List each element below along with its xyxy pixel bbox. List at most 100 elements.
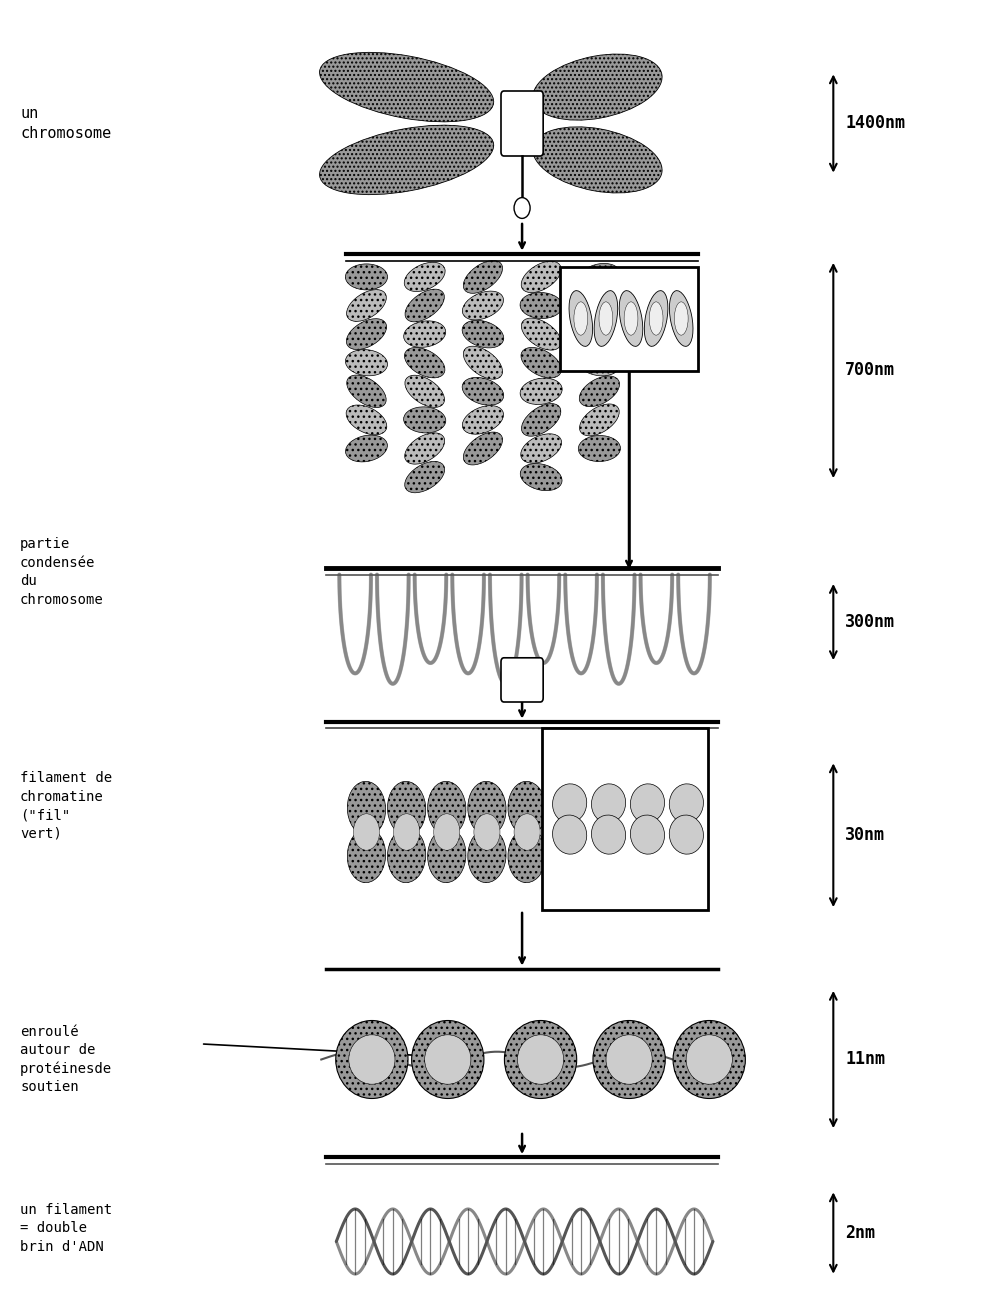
Ellipse shape (347, 828, 385, 883)
Ellipse shape (462, 260, 503, 294)
Ellipse shape (521, 434, 561, 463)
Ellipse shape (594, 291, 617, 346)
Ellipse shape (579, 317, 619, 351)
Text: un filament
= double
brin d'ADN: un filament = double brin d'ADN (20, 1202, 112, 1254)
Ellipse shape (520, 464, 562, 490)
Bar (542, 728, 707, 910)
Ellipse shape (668, 781, 706, 836)
Ellipse shape (599, 302, 612, 335)
Ellipse shape (628, 828, 666, 883)
Ellipse shape (579, 291, 619, 320)
FancyBboxPatch shape (500, 91, 543, 156)
Ellipse shape (348, 1035, 394, 1084)
Ellipse shape (674, 814, 700, 850)
Text: enroulé
autour de
protéinesde
soutien: enroulé autour de protéinesde soutien (20, 1024, 112, 1095)
Ellipse shape (579, 376, 619, 407)
Ellipse shape (347, 781, 385, 836)
Ellipse shape (574, 302, 587, 335)
Ellipse shape (669, 291, 692, 346)
Ellipse shape (521, 318, 561, 350)
Ellipse shape (387, 828, 425, 883)
Ellipse shape (520, 378, 562, 404)
Ellipse shape (634, 814, 660, 850)
Ellipse shape (619, 291, 642, 346)
Text: partie
condensée
du
chromosome: partie condensée du chromosome (20, 537, 103, 607)
Ellipse shape (404, 263, 444, 291)
Ellipse shape (463, 346, 502, 380)
Ellipse shape (393, 814, 419, 850)
Ellipse shape (591, 784, 625, 823)
Ellipse shape (335, 1020, 407, 1098)
Ellipse shape (403, 321, 445, 347)
Ellipse shape (521, 261, 561, 292)
Text: 30nm: 30nm (845, 827, 885, 844)
Ellipse shape (462, 406, 503, 434)
Ellipse shape (649, 302, 662, 335)
Ellipse shape (404, 376, 444, 407)
Circle shape (514, 198, 530, 218)
Ellipse shape (548, 828, 586, 883)
Ellipse shape (427, 828, 465, 883)
Text: 11nm: 11nm (845, 1050, 885, 1069)
Ellipse shape (668, 828, 706, 883)
Ellipse shape (345, 264, 387, 290)
Ellipse shape (588, 781, 626, 836)
Ellipse shape (514, 814, 540, 850)
Ellipse shape (552, 815, 586, 854)
Ellipse shape (404, 347, 444, 378)
Ellipse shape (669, 815, 703, 854)
Ellipse shape (591, 815, 625, 854)
Ellipse shape (548, 781, 586, 836)
Ellipse shape (404, 433, 444, 464)
Ellipse shape (427, 781, 465, 836)
Ellipse shape (467, 781, 506, 836)
Text: 700nm: 700nm (845, 361, 895, 380)
Ellipse shape (467, 828, 506, 883)
Ellipse shape (554, 814, 580, 850)
Ellipse shape (473, 814, 499, 850)
Ellipse shape (346, 406, 386, 434)
Text: filament de
chromatine
("fil"
vert): filament de chromatine ("fil" vert) (20, 771, 112, 841)
Ellipse shape (606, 1035, 652, 1084)
FancyBboxPatch shape (500, 658, 543, 702)
Ellipse shape (319, 52, 493, 122)
Ellipse shape (404, 289, 444, 322)
Ellipse shape (628, 781, 666, 836)
Ellipse shape (387, 781, 425, 836)
Ellipse shape (669, 784, 703, 823)
Ellipse shape (462, 291, 503, 320)
Ellipse shape (593, 1020, 665, 1098)
Ellipse shape (424, 1035, 470, 1084)
Ellipse shape (644, 291, 667, 346)
Ellipse shape (674, 302, 687, 335)
Ellipse shape (462, 432, 503, 465)
Ellipse shape (508, 781, 546, 836)
Text: 1400nm: 1400nm (845, 114, 905, 133)
Ellipse shape (353, 814, 379, 850)
Ellipse shape (404, 462, 444, 493)
Ellipse shape (346, 318, 386, 350)
Bar (560, 266, 697, 370)
Ellipse shape (578, 436, 620, 461)
Ellipse shape (461, 377, 504, 406)
Ellipse shape (579, 404, 619, 436)
Ellipse shape (411, 1020, 483, 1098)
Ellipse shape (345, 436, 387, 461)
Ellipse shape (630, 784, 664, 823)
Ellipse shape (588, 828, 626, 883)
Text: 300nm: 300nm (845, 614, 895, 630)
Ellipse shape (630, 815, 664, 854)
Ellipse shape (594, 814, 620, 850)
Ellipse shape (672, 1020, 744, 1098)
Ellipse shape (520, 292, 562, 318)
Ellipse shape (569, 291, 592, 346)
Ellipse shape (517, 1035, 563, 1084)
Ellipse shape (403, 407, 445, 433)
Text: 2nm: 2nm (845, 1225, 875, 1242)
Ellipse shape (624, 302, 637, 335)
Ellipse shape (461, 320, 504, 348)
Ellipse shape (319, 125, 493, 195)
Ellipse shape (533, 55, 661, 120)
Ellipse shape (508, 828, 546, 883)
Ellipse shape (521, 347, 561, 378)
